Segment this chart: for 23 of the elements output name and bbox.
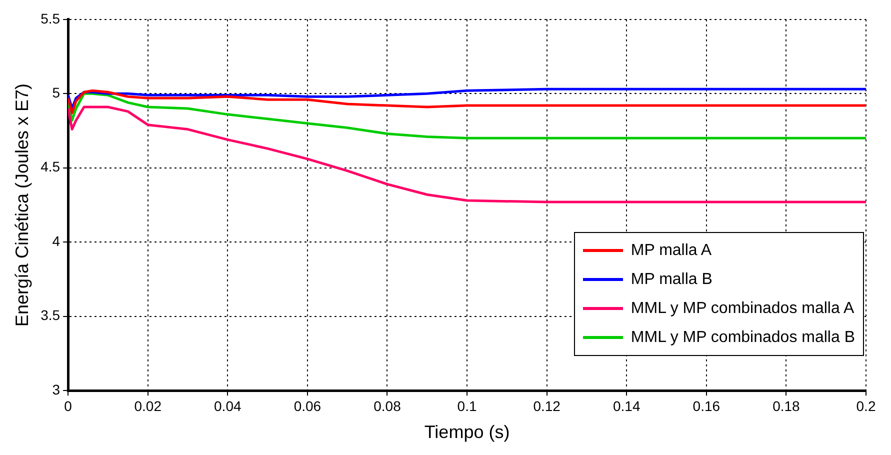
legend-label: MP malla A <box>630 242 712 260</box>
x-tick-label: 0.02 <box>134 398 162 414</box>
x-axis-title: Tiempo (s) <box>424 422 510 442</box>
legend-label: MP malla B <box>630 270 712 288</box>
x-tick-label: 0.18 <box>772 398 800 414</box>
x-tick-label: 0.12 <box>533 398 561 414</box>
legend-label: MML y MP combinados malla B <box>630 328 855 346</box>
y-tick-label: 5.5 <box>40 10 60 26</box>
x-tick-label: 0.1 <box>457 398 477 414</box>
x-tick-label: 0.04 <box>214 398 242 414</box>
x-tick-label: 0.16 <box>692 398 720 414</box>
x-tick-label: 0.06 <box>294 398 322 414</box>
x-tick-label: 0.08 <box>374 398 402 414</box>
y-tick-label: 3 <box>52 381 60 398</box>
x-tick-label: 0.2 <box>856 398 876 414</box>
y-tick-label: 4.5 <box>40 158 60 175</box>
x-tick-label: 0 <box>64 398 72 414</box>
legend-label: MML y MP combinados malla A <box>630 300 854 318</box>
y-axis-title: Energía Cinética (Joules x E7) <box>12 83 32 327</box>
y-tick-label: 3.5 <box>40 307 60 324</box>
y-tick-label: 5 <box>52 84 60 100</box>
y-tick-label: 4 <box>52 232 60 249</box>
x-tick-label: 0.14 <box>612 398 640 414</box>
